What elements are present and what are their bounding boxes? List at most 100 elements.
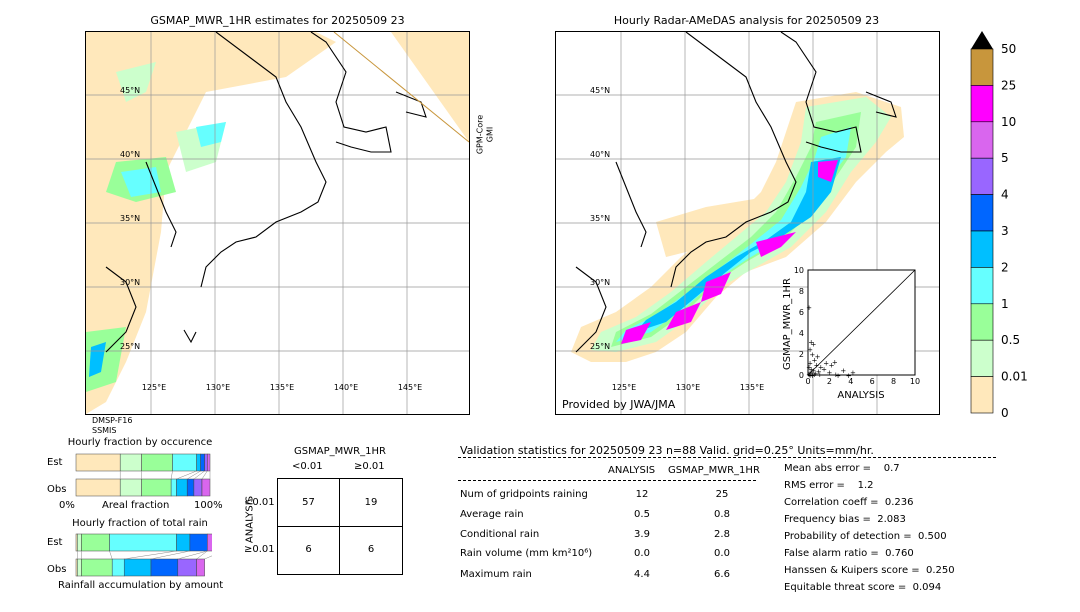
scatter-point: + (806, 371, 812, 379)
scatter-point: + (807, 372, 813, 380)
scatter-point: + (816, 368, 822, 376)
fraction-bar-segment (186, 478, 195, 497)
right-lat-label: 40°N (590, 150, 610, 159)
scatter-point: + (833, 371, 839, 379)
fraction-bar-segment (81, 558, 113, 577)
colorbar-box (970, 194, 994, 232)
fraction-connector (124, 550, 177, 560)
contingency-cell: 6 (305, 544, 312, 555)
stat-gsmap-value: 6.6 (714, 569, 730, 580)
fraction-bar-segment (75, 478, 121, 497)
scatter-point: + (829, 362, 835, 370)
scatter-ylabel: GSMAP_MWR_1HR (782, 278, 793, 370)
scatter-xtick: 0 (805, 377, 810, 386)
scatter-xtick: 2 (827, 377, 832, 386)
score-line: Correlation coeff = 0.236 (784, 497, 914, 508)
scatter-ytick: 8 (799, 287, 804, 296)
right-lon-label: 135°E (740, 383, 764, 392)
scatter-point: + (815, 353, 821, 361)
contingency-row1: <0.01 (244, 497, 275, 508)
stat-label: Num of gridpoints raining (460, 489, 588, 500)
fraction-bar-segment (196, 453, 201, 472)
fraction-bar-segment (172, 453, 197, 472)
scatter-plot: +++++++ ++++ ++++++++ +++ ++ ++++++ + + 00 2 2 4 4 6… (782, 266, 920, 401)
fraction-bar-segment (204, 453, 208, 472)
total-rain-obs-label: Obs (47, 564, 67, 575)
fraction-bar-segment (119, 453, 142, 472)
left-lat-label: 25°N (120, 342, 140, 351)
colorbar-box (970, 267, 994, 305)
scatter-point: + (832, 358, 838, 366)
right-lon-labels: 125°E 130°E 135°E (612, 383, 764, 392)
fraction-connector (204, 555, 212, 560)
right-map-canvas: 45°N 40°N 35°N 30°N 25°N 125°E 130°E 135… (556, 32, 939, 414)
left-lat-label: 45°N (120, 86, 140, 95)
stat-analysis-value: 4.4 (634, 569, 650, 580)
fraction-bar-segment (77, 533, 82, 552)
scatter-point: + (807, 359, 813, 367)
colorbar-label: 1 (1001, 297, 1009, 311)
stat-gsmap-value: 0.0 (714, 548, 730, 559)
scatter-point: + (850, 369, 856, 377)
score-line: Frequency bias = 2.083 (784, 514, 906, 525)
scatter-point: + (835, 372, 841, 380)
scatter-point: + (809, 351, 815, 359)
scatter-point: + (808, 366, 814, 374)
stat-gsmap-value: 2.8 (714, 529, 730, 540)
colorbar-label: 0.01 (1001, 370, 1028, 384)
stat-gsmap-value: 25 (715, 489, 729, 500)
scatter-point: + (813, 370, 819, 378)
score-line: Probability of detection = 0.500 (784, 531, 947, 542)
fraction-bar-segment (170, 478, 177, 497)
fraction-bar-segment (177, 558, 197, 577)
scatter-point: + (810, 367, 816, 375)
fraction-connector (109, 550, 113, 560)
fraction-bar-segment (196, 558, 205, 577)
validation-header: Validation statistics for 20250509 23 n=… (460, 444, 874, 457)
scatter-point: + (807, 369, 813, 377)
fraction-bar-segment (141, 478, 172, 497)
fraction-bar-segment (109, 533, 177, 552)
left-lon-label: 130°E (206, 383, 230, 392)
fraction-bar-segment (176, 478, 188, 497)
colorbar-label: 25 (1001, 78, 1016, 92)
scatter-point: + (823, 359, 829, 367)
left-rain-light-1 (116, 62, 156, 102)
left-lon-label: 125°E (142, 383, 166, 392)
occurrence-est-label: Est (47, 457, 63, 468)
contingency-title: GSMAP_MWR_1HR (294, 446, 386, 457)
occurrence-obs-label: Obs (47, 484, 67, 495)
fraction-bar-segment (77, 558, 82, 577)
left-swath-edge (333, 32, 469, 143)
left-coastline (105, 32, 427, 353)
scatter-ticks: 00 2 2 4 4 6 6 8 8 10 10 (794, 266, 920, 386)
scatter-point: + (811, 356, 817, 364)
contingency-divider-h (278, 526, 402, 527)
left-map: 45°N 40°N 35°N 30°N 25°N 125°E 130°E 135… (85, 31, 470, 415)
contingency-row2: ≥0.01 (244, 544, 275, 555)
left-map-canvas: 45°N 40°N 35°N 30°N 25°N 125°E 130°E 135… (86, 32, 469, 414)
total-rain-axis-label: Rainfall accumulation by amount (58, 580, 224, 591)
contingency-col1: <0.01 (292, 461, 323, 472)
scatter-ytick: 6 (799, 308, 804, 317)
stat-analysis-value: 0.0 (634, 548, 650, 559)
scatter-point: + (807, 346, 813, 354)
left-lat-label: 30°N (120, 278, 140, 287)
left-lon-label: 145°E (398, 383, 422, 392)
colorbar-box (970, 303, 994, 341)
fraction-bar-segment (207, 453, 211, 472)
occurrence-chart (75, 453, 211, 497)
provider-credit: Provided by JWA/JMA (562, 398, 676, 411)
contingency-grid: 57 19 6 6 (277, 478, 403, 575)
colorbar-box (970, 48, 994, 86)
fraction-connector (187, 470, 201, 480)
contingency-cell: 6 (367, 544, 375, 555)
scatter-diagonal (807, 269, 916, 376)
fraction-connector (196, 550, 208, 560)
scatter-point: + (806, 364, 812, 372)
fraction-connector (201, 470, 208, 480)
fraction-bar-segment (111, 558, 125, 577)
left-lat-label: 35°N (120, 214, 140, 223)
score-line: False alarm ratio = 0.760 (784, 548, 914, 559)
right-lat-label: 30°N (590, 278, 610, 287)
